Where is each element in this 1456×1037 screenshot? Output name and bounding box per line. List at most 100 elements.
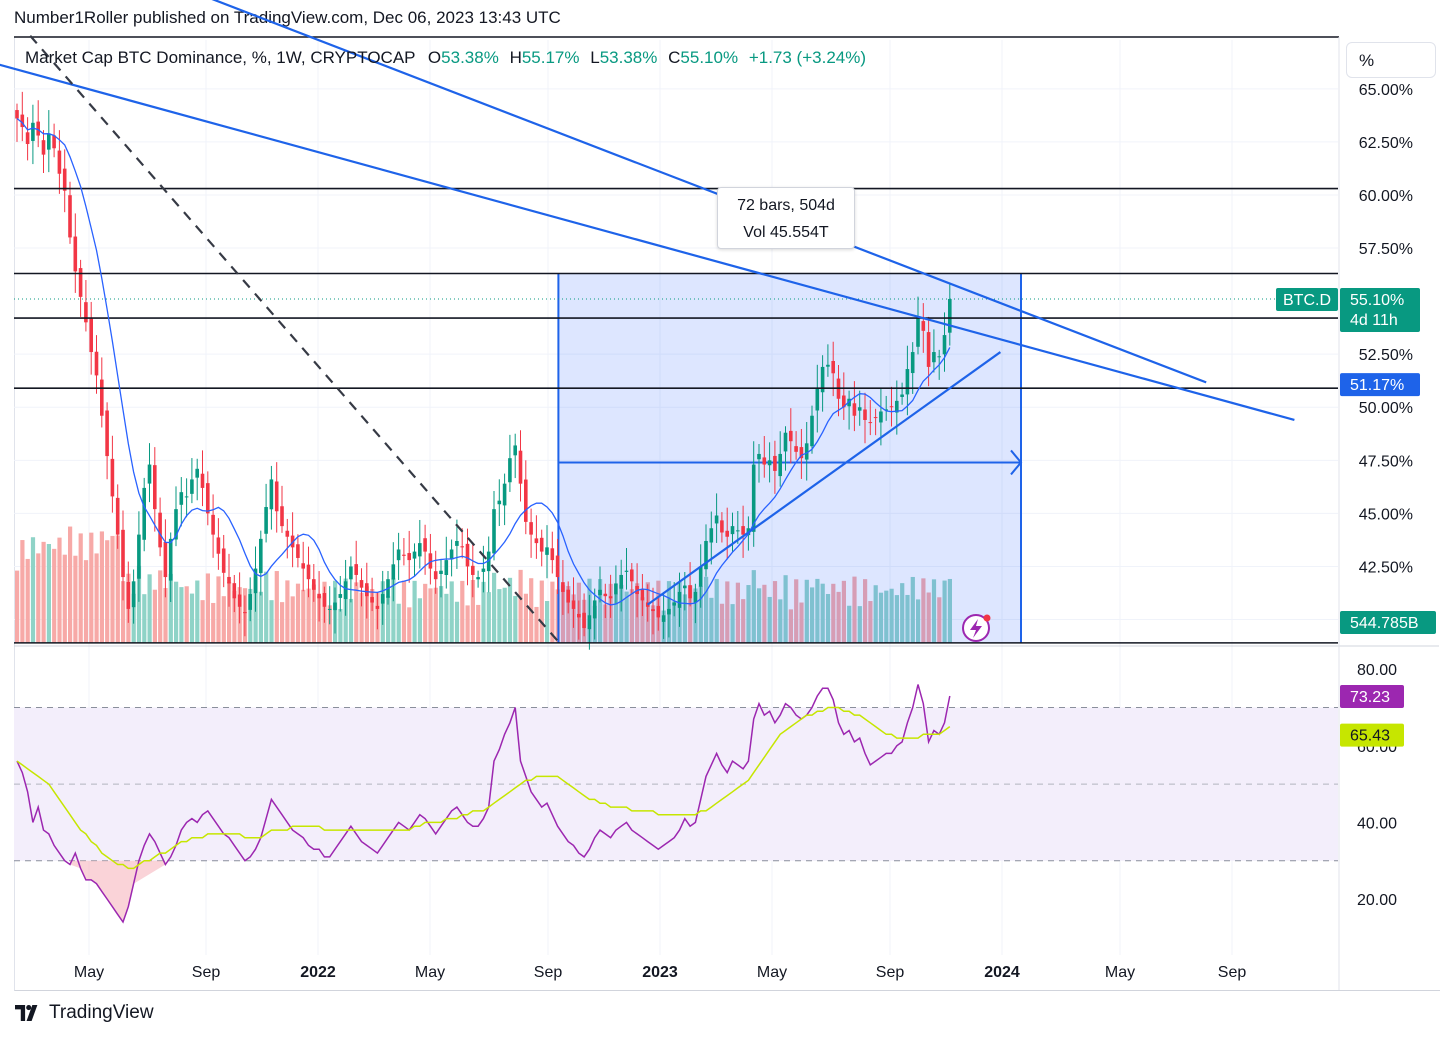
legend-change: +1.73 (+3.24%) bbox=[748, 48, 867, 67]
candle-body bbox=[15, 110, 19, 119]
rsi-value: 73.23 bbox=[1350, 689, 1390, 706]
candle-body bbox=[656, 605, 661, 618]
candle-body bbox=[730, 526, 735, 535]
candle bbox=[534, 515, 539, 559]
candle bbox=[25, 117, 30, 161]
candle bbox=[847, 390, 851, 430]
candle-body bbox=[471, 565, 475, 575]
candle bbox=[179, 477, 184, 527]
candle-body bbox=[253, 568, 258, 594]
candle bbox=[736, 511, 740, 544]
candle-body bbox=[910, 352, 915, 374]
candle-body bbox=[693, 591, 698, 603]
candle bbox=[407, 530, 411, 583]
axes: May Sep 2022 May Sep 2023 May Sep 2024 May Sep 65.0… bbox=[74, 82, 1436, 981]
candle bbox=[910, 342, 915, 394]
x-tick-label: May bbox=[415, 964, 445, 981]
volume-bar bbox=[290, 596, 295, 643]
candle bbox=[418, 519, 422, 569]
volume-bar bbox=[25, 558, 30, 643]
volume-bar bbox=[200, 600, 205, 643]
volume-bar bbox=[195, 580, 200, 643]
candle bbox=[94, 335, 99, 394]
volume-bar bbox=[507, 577, 513, 643]
measure-bars: 72 bars, 504d bbox=[737, 197, 835, 214]
candle-body bbox=[661, 615, 666, 622]
candle bbox=[259, 530, 263, 596]
candle-body bbox=[783, 432, 788, 452]
volume-bar bbox=[492, 572, 497, 643]
candle-body bbox=[773, 455, 777, 471]
volume-bar bbox=[847, 605, 852, 643]
candle-body bbox=[624, 570, 629, 572]
volume-bar bbox=[264, 571, 269, 643]
candle bbox=[592, 588, 597, 640]
candle-body bbox=[418, 543, 422, 557]
x-tick-label: Sep bbox=[534, 964, 563, 981]
volume-bar bbox=[359, 592, 364, 643]
candle bbox=[789, 408, 793, 464]
volume-bar bbox=[449, 581, 454, 643]
volume-bar bbox=[905, 594, 910, 643]
candle bbox=[863, 392, 867, 444]
legend-symbol: Market Cap BTC Dominance, %, 1W, CRYPTOC… bbox=[25, 48, 416, 67]
footer-brand[interactable]: TradingView bbox=[15, 1002, 154, 1024]
candle-body bbox=[741, 526, 745, 535]
volume-bar bbox=[698, 586, 703, 643]
volume-bar bbox=[889, 588, 894, 643]
volume-bar bbox=[629, 589, 634, 643]
volume-bar bbox=[497, 589, 502, 643]
volume-bar bbox=[433, 587, 438, 643]
volume-bar bbox=[937, 597, 942, 643]
candle bbox=[508, 434, 512, 492]
candle bbox=[20, 91, 25, 142]
candle-body bbox=[100, 379, 104, 416]
candle-body bbox=[455, 540, 459, 546]
bar-countdown: 4d 11h bbox=[1350, 312, 1398, 329]
rsi-y-tick-label: 40.00 bbox=[1357, 815, 1397, 832]
candle bbox=[264, 483, 268, 543]
candle-body bbox=[327, 608, 332, 610]
candle bbox=[280, 485, 284, 533]
candle bbox=[343, 559, 348, 616]
volume-bar bbox=[396, 603, 401, 643]
volume-bar bbox=[672, 601, 677, 643]
candle bbox=[253, 546, 258, 612]
dashed-trendline bbox=[29, 35, 561, 644]
candle-body bbox=[820, 366, 825, 393]
candle bbox=[163, 519, 168, 598]
volume-bar bbox=[428, 588, 433, 643]
candle-body bbox=[736, 530, 740, 532]
measure-box bbox=[558, 273, 1021, 643]
volume-bar bbox=[46, 544, 51, 643]
candle-body bbox=[31, 122, 35, 141]
candle bbox=[380, 570, 385, 625]
percent-scale-button[interactable]: % bbox=[1346, 42, 1436, 78]
volume-bar bbox=[518, 569, 523, 643]
volume-bar bbox=[735, 582, 740, 643]
candle-body bbox=[683, 585, 687, 589]
candle bbox=[78, 259, 83, 317]
candle bbox=[168, 532, 173, 602]
candle bbox=[195, 458, 199, 501]
rsi-ma-value: 65.43 bbox=[1350, 728, 1390, 745]
volume-bar bbox=[354, 582, 359, 643]
candle-body bbox=[168, 538, 173, 581]
volume-bar bbox=[52, 548, 57, 643]
candle-body bbox=[269, 479, 274, 510]
volume-bar bbox=[423, 583, 428, 643]
candle bbox=[126, 561, 131, 623]
volume-bar bbox=[815, 578, 820, 643]
volume-bar bbox=[799, 602, 804, 643]
candle bbox=[698, 544, 703, 608]
volume-bar bbox=[412, 580, 417, 643]
drawings bbox=[0, 0, 1338, 644]
candle bbox=[545, 525, 549, 579]
candle-body bbox=[842, 395, 846, 408]
candle-body bbox=[174, 509, 178, 540]
x-tick-label: May bbox=[1105, 964, 1135, 981]
candle-body bbox=[274, 481, 279, 512]
volume-bar bbox=[545, 601, 550, 643]
candle bbox=[47, 110, 51, 173]
